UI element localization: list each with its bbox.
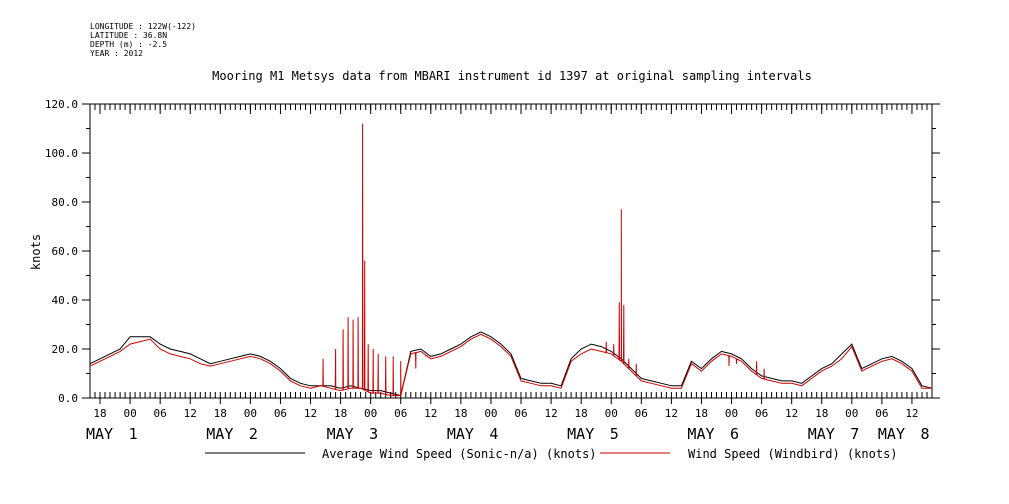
x-tick-label: 06 [755,407,768,420]
x-tick-label: 00 [123,407,136,420]
latitude-text: LATITUDE : 36.8N [90,31,168,40]
x-tick-label: 06 [154,407,167,420]
series-line-windbird-wind-speed [89,123,932,397]
x-tick-label: 12 [905,407,918,420]
day-label-month: MAY [687,425,714,443]
y-tick-label: 40.0 [52,294,79,307]
x-tick-label: 06 [274,407,287,420]
day-label-day: 3 [369,425,378,443]
x-tick-label: 18 [214,407,227,420]
day-label-month: MAY [808,425,835,443]
x-tick-label: 06 [394,407,407,420]
x-tick-label: 18 [454,407,467,420]
day-label-day: 1 [129,425,138,443]
x-tick-label: 00 [605,407,618,420]
day-label-month: MAY [567,425,594,443]
day-label-month: MAY [447,425,474,443]
x-tick-label: 06 [514,407,527,420]
day-label-day: 5 [610,425,619,443]
series-line-average-wind-speed [89,331,933,397]
day-label-day: 6 [730,425,739,443]
day-label-day: 2 [249,425,258,443]
day-label-day: 7 [850,425,859,443]
x-tick-label: 12 [544,407,557,420]
y-tick-label: 80.0 [52,196,79,209]
day-label-month: MAY [878,425,905,443]
day-label-month: MAY [206,425,233,443]
x-tick-label: 18 [815,407,828,420]
x-tick-label: 12 [304,407,317,420]
year-text: YEAR : 2012 [90,49,143,58]
x-tick-label: 12 [424,407,437,420]
x-tick-label: 12 [184,407,197,420]
x-tick-label: 00 [244,407,257,420]
legend-label: Wind Speed (Windbird) (knots) [688,447,898,461]
x-tick-label: 00 [725,407,738,420]
longitude-text: LONGITUDE : 122W(-122) [90,22,196,31]
x-tick-label: 18 [575,407,588,420]
y-tick-label: 20.0 [52,343,79,356]
x-tick-label: 18 [93,407,106,420]
y-tick-label: 0.0 [58,392,78,405]
x-tick-label: 00 [845,407,858,420]
x-tick-label: 06 [875,407,888,420]
y-tick-label: 120.0 [45,98,78,111]
x-tick-label: 12 [665,407,678,420]
legend-label: Average Wind Speed (Sonic-n/a) (knots) [322,447,597,461]
x-tick-label: 00 [484,407,497,420]
x-tick-label: 00 [364,407,377,420]
x-tick-label: 06 [635,407,648,420]
day-label-month: MAY [86,425,113,443]
chart-title: Mooring M1 Metsys data from MBARI instru… [212,69,812,83]
depth-text: DEPTH (m) : -2.5 [90,40,168,49]
y-tick-label: 100.0 [45,147,78,160]
x-tick-label: 12 [785,407,798,420]
y-tick-label: 60.0 [52,245,79,258]
day-label-day: 4 [489,425,498,443]
day-label-month: MAY [327,425,354,443]
day-label-day: 8 [920,425,929,443]
x-tick-label: 18 [334,407,347,420]
y-axis-label: knots [29,234,43,270]
x-tick-label: 18 [695,407,708,420]
